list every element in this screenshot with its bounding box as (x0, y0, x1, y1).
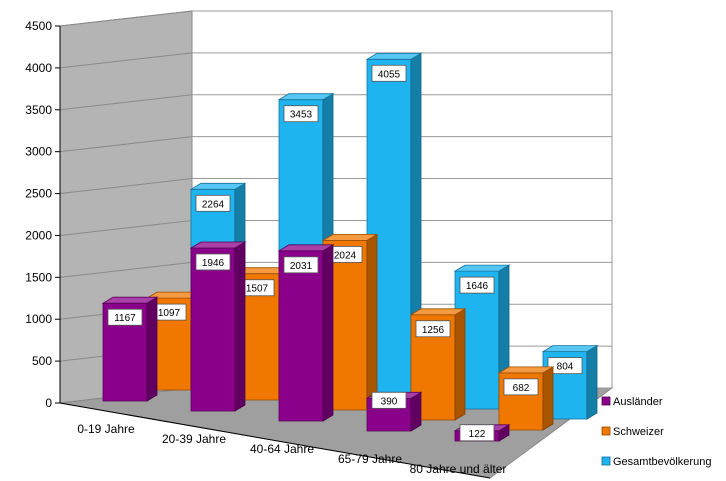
bar-side (146, 296, 158, 402)
bar-top (277, 244, 335, 252)
y-tick-label: 1000 (25, 312, 52, 326)
data-label: 4055 (378, 69, 401, 80)
bar-side (454, 308, 466, 421)
bar: 2031 (277, 244, 335, 422)
bar-top (189, 182, 247, 190)
data-label: 3453 (290, 110, 313, 121)
data-label-box (459, 276, 495, 294)
legend: Ausländer Schweizer Gesamtbevölkerung (601, 396, 711, 468)
data-label: 1507 (246, 284, 269, 295)
bar: 122 (453, 424, 511, 442)
bar-top (453, 264, 511, 272)
data-label: 1256 (422, 325, 445, 336)
data-label: 2264 (202, 199, 225, 210)
y-tick-label: 3500 (25, 103, 52, 117)
gridline-side (59, 94, 193, 111)
y-tick-label: 1500 (25, 270, 52, 284)
y-tick-label: 2000 (25, 228, 52, 242)
legend-entry: Ausländer (613, 396, 663, 408)
data-label-box (195, 194, 231, 212)
bar-top (409, 308, 467, 316)
gridline-side (59, 10, 193, 27)
x-tick-label: 80 Jahre und älter (410, 462, 507, 476)
bar-top (101, 296, 159, 304)
bar-top (189, 241, 247, 249)
bars: 2264 3453 4055 1646 804 1097 1507 2024 1256 682 11… (101, 52, 599, 442)
data-label-box (107, 308, 143, 326)
bar-top (365, 52, 423, 60)
bar-side (234, 241, 246, 412)
legend-entry: Schweizer (613, 426, 664, 438)
x-tick-label: 40-64 Jahre (250, 442, 314, 456)
bar-top (497, 366, 555, 374)
y-axis: 0 500 1000 1500 2000 2500 3000 3500 4000 4500 (25, 19, 61, 410)
data-label: 682 (513, 383, 530, 394)
legend-swatch (601, 456, 611, 466)
bar-front (278, 250, 324, 422)
bar-side (366, 233, 378, 411)
gridline-side (59, 136, 193, 153)
x-axis: 0-19 Jahre 20-39 Jahre 40-64 Jahre 65-79 Ja… (59, 402, 507, 479)
x-tick-label: 65-79 Jahre (338, 452, 402, 466)
x-axis-line (59, 402, 491, 479)
bar-top (541, 345, 599, 353)
bar-side (542, 366, 554, 431)
data-label: 1946 (202, 258, 225, 269)
gridline-side (59, 219, 193, 236)
legend-entry: Gesamtbevölkerung (613, 456, 711, 468)
data-label-box (547, 357, 583, 375)
data-label: 1646 (466, 281, 489, 292)
y-tick-label: 2500 (25, 187, 52, 201)
data-label: 1097 (158, 308, 181, 319)
data-label: 2031 (290, 261, 313, 272)
bar: 804 (541, 344, 599, 420)
bar: 1167 (101, 296, 159, 402)
y-tick-label: 500 (32, 354, 52, 368)
y-tick-label: 3000 (25, 145, 52, 159)
bar: 682 (497, 366, 555, 431)
bar-top (321, 233, 379, 241)
x-tick-label: 0-19 Jahre (77, 422, 135, 436)
bar-top (277, 93, 335, 101)
bar-front (190, 247, 236, 412)
y-tick-label: 0 (45, 396, 52, 410)
data-label: 390 (381, 396, 398, 407)
data-label-box (415, 320, 451, 338)
data-label: 804 (557, 362, 574, 373)
data-label-box (283, 256, 319, 274)
bar-side (586, 344, 598, 420)
x-tick-label: 20-39 Jahre (162, 432, 226, 446)
gridline-side (59, 178, 193, 195)
data-label-box (459, 424, 495, 442)
gridline-side (59, 261, 193, 278)
data-label: 1167 (114, 313, 136, 324)
legend-swatch (601, 426, 611, 436)
y-tick-label: 4000 (25, 61, 52, 75)
bar-side (322, 244, 334, 422)
gridline-side (59, 52, 193, 69)
data-label-box (195, 253, 231, 271)
bar: 390 (365, 391, 423, 432)
bar: 1946 (189, 241, 247, 412)
data-label-box (371, 391, 407, 409)
data-label: 2024 (334, 250, 357, 261)
bar-side (410, 391, 422, 432)
data-label-box (503, 378, 539, 396)
data-label-box (283, 105, 319, 123)
data-label: 122 (469, 429, 486, 440)
legend-swatch (601, 396, 611, 406)
data-label-box (371, 64, 407, 82)
y-tick-label: 4500 (25, 19, 52, 33)
